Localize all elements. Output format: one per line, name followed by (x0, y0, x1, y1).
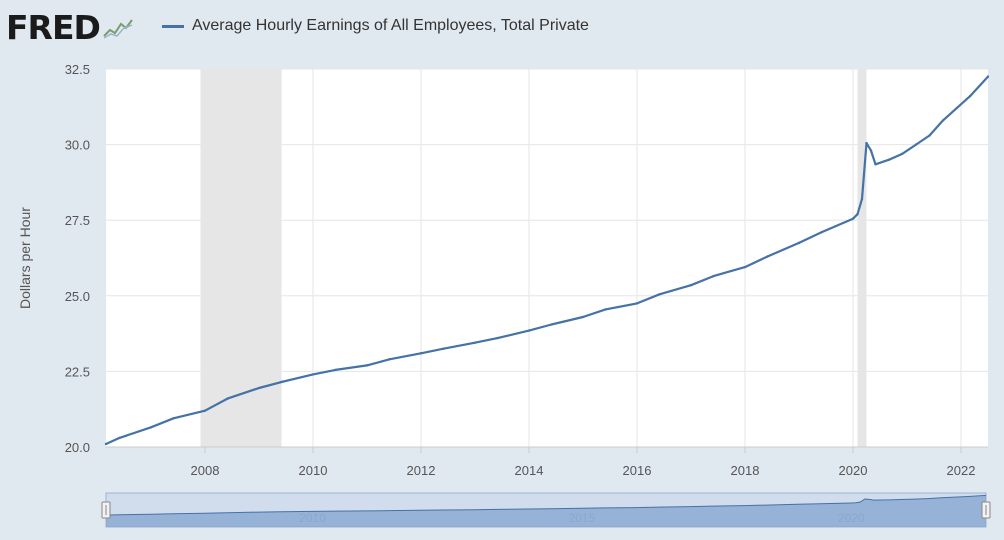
data-point (869, 149, 873, 152)
data-point (104, 442, 108, 446)
legend-swatch (162, 24, 184, 28)
data-point (172, 417, 175, 420)
data-point (550, 323, 553, 326)
recession-band (857, 69, 867, 447)
navigator-series-line (105, 494, 987, 516)
data-point (955, 107, 958, 110)
y-tick-label: 27.5 (65, 213, 90, 228)
data-point (820, 231, 823, 234)
data-point (986, 75, 990, 78)
data-point (226, 397, 229, 400)
data-point (743, 265, 747, 269)
data-point (658, 293, 661, 296)
data-point (968, 95, 972, 98)
data-point (635, 302, 639, 305)
data-point (280, 380, 283, 384)
y-tick-label: 25.0 (65, 289, 90, 304)
data-point (914, 143, 918, 146)
x-tick-label: 2022 (947, 463, 976, 478)
data-point (581, 315, 585, 319)
data-point (887, 158, 891, 161)
data-point (442, 347, 445, 350)
data-point (257, 386, 261, 390)
data-point (527, 329, 531, 332)
data-point (311, 373, 315, 376)
data-point (860, 197, 864, 201)
data-point (419, 352, 423, 355)
x-tick-label: 2018 (731, 463, 760, 478)
y-tick-label: 20.0 (65, 440, 90, 455)
data-point (203, 409, 207, 412)
x-tick-label: 2008 (191, 463, 220, 478)
data-point (365, 364, 369, 367)
data-point (874, 163, 877, 166)
navigator-series-area (106, 495, 986, 527)
legend-label: Average Hourly Earnings of All Employees… (192, 17, 589, 34)
data-point (928, 134, 931, 137)
data-point (149, 426, 153, 429)
y-tick-label: 30.0 (65, 138, 90, 153)
logo-text: FRED (6, 8, 101, 47)
data-point (901, 152, 904, 155)
y-axis-label: Dollars per Hour (17, 207, 33, 309)
chart-legend: Average Hourly Earnings of All Employees… (162, 17, 589, 35)
x-tick-label: 2010 (299, 463, 328, 478)
data-point (851, 217, 855, 220)
x-tick-label: 2014 (515, 463, 544, 478)
series-line (105, 75, 989, 446)
y-tick-label: 32.5 (65, 62, 90, 77)
data-point (865, 141, 868, 145)
data-point (712, 274, 715, 278)
line-chart-icon (101, 16, 134, 40)
data-point (473, 341, 477, 344)
x-tick-label: 2020 (839, 463, 868, 478)
y-tick-label: 22.5 (65, 364, 90, 379)
data-point (496, 336, 499, 340)
data-point (388, 358, 391, 361)
x-tick-label: 2012 (407, 463, 436, 478)
data-point (604, 308, 607, 311)
data-point (856, 212, 859, 216)
data-point (118, 436, 121, 440)
data-point (334, 368, 337, 372)
data-point (941, 119, 945, 122)
data-point (766, 255, 769, 258)
data-point (797, 241, 801, 245)
data-point (689, 284, 693, 287)
recession-band (200, 69, 282, 447)
x-tick-label: 2016 (623, 463, 652, 478)
fred-logo[interactable]: FRED (6, 10, 134, 46)
